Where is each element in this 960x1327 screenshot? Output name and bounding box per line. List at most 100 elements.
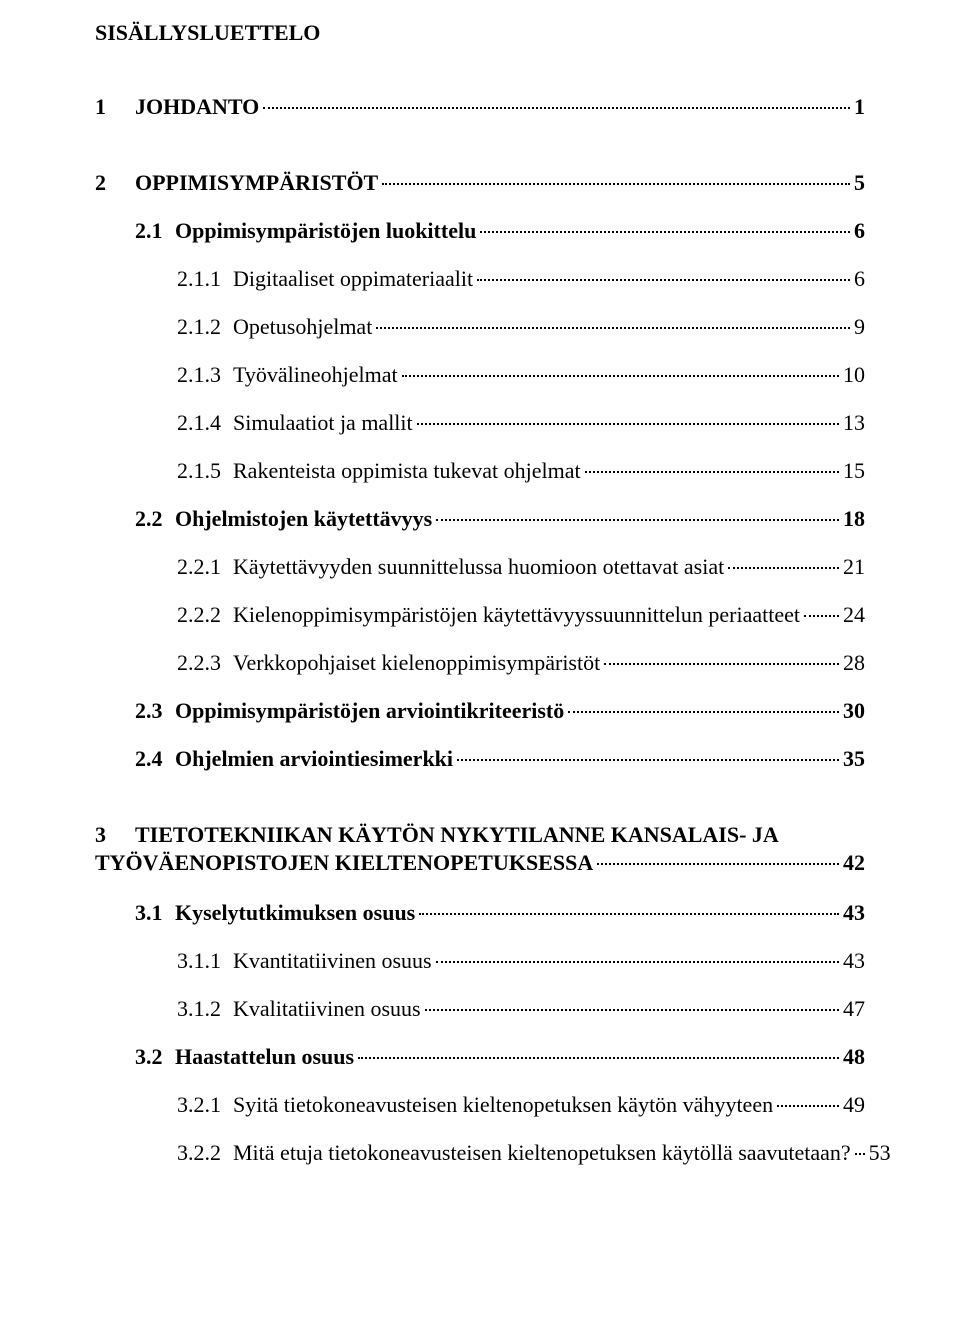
- toc-leader-dots: [425, 1009, 839, 1011]
- toc-entry-label: Työvälineohjelmat: [233, 364, 398, 386]
- toc-page-number: 28: [843, 652, 865, 674]
- toc-entry[interactable]: 2.2Ohjelmistojen käytettävyys 18: [95, 508, 865, 530]
- toc-entry-number: 2.2.3: [177, 652, 233, 674]
- section-gap: [95, 796, 865, 824]
- toc-leader-dots: [597, 863, 839, 865]
- toc-entry-number: 3.1.2: [177, 998, 233, 1020]
- toc-entry-label: Verkkopohjaiset kielenoppimisympäristöt: [233, 652, 600, 674]
- toc-entry-number: 2.2.1: [177, 556, 233, 578]
- table-of-contents: 1JOHDANTO12OPPIMISYMPÄRISTÖT52.1Oppimisy…: [95, 96, 865, 1164]
- toc-entry-label: Kvalitatiivinen osuus: [233, 998, 421, 1020]
- toc-entry[interactable]: 3.2.2Mitä etuja tietokoneavusteisen kiel…: [95, 1142, 865, 1164]
- toc-entry-number: 2.1.5: [177, 460, 233, 482]
- toc-entry[interactable]: 2.2.1Käytettävyyden suunnittelussa huomi…: [95, 556, 865, 578]
- toc-entry[interactable]: 3TIETOTEKNIIKAN KÄYTÖN NYKYTILANNE KANSA…: [95, 824, 865, 846]
- toc-entry-label: Ohjelmien arviointiesimerkki: [175, 748, 453, 770]
- toc-leader-dots: [804, 615, 839, 617]
- toc-entry[interactable]: 2.1.2Opetusohjelmat9: [95, 316, 865, 338]
- toc-entry-number: 2.3: [135, 700, 175, 722]
- toc-entry[interactable]: 3.1Kyselytutkimuksen osuus 43: [95, 902, 865, 924]
- toc-entry-label: Rakenteista oppimista tukevat ohjelmat: [233, 460, 581, 482]
- toc-entry[interactable]: 3.1.2Kvalitatiivinen osuus 47: [95, 998, 865, 1020]
- toc-leader-dots: [480, 231, 850, 233]
- toc-entry-number: 1: [95, 96, 135, 118]
- toc-page-number: 48: [843, 1046, 865, 1068]
- toc-page-number: 49: [843, 1094, 865, 1116]
- toc-entry-number: 2.1: [135, 220, 175, 242]
- toc-entry-number: 3.1: [135, 902, 175, 924]
- toc-entry-label: TYÖVÄENOPISTOJEN KIELTENOPETUKSESSA: [95, 850, 593, 876]
- toc-entry-number: 3.2: [135, 1046, 175, 1068]
- toc-entry[interactable]: 2.1.5Rakenteista oppimista tukevat ohjel…: [95, 460, 865, 482]
- toc-entry-label: Kvantitatiivinen osuus: [233, 950, 432, 972]
- toc-page-number: 42: [843, 850, 865, 876]
- toc-entry-number: 2.2: [135, 508, 175, 530]
- toc-entry-label: Syitä tietokoneavusteisen kieltenopetuks…: [233, 1094, 773, 1116]
- toc-page-number: 53: [869, 1142, 891, 1164]
- toc-entry-label: Kielenoppimisympäristöjen käytettävyyssu…: [233, 604, 800, 626]
- toc-entry[interactable]: 3.2Haastattelun osuus48: [95, 1046, 865, 1068]
- toc-entry[interactable]: 2OPPIMISYMPÄRISTÖT5: [95, 172, 865, 194]
- toc-entry-label: TIETOTEKNIIKAN KÄYTÖN NYKYTILANNE KANSAL…: [135, 824, 779, 846]
- toc-entry-label: Käytettävyyden suunnittelussa huomioon o…: [233, 556, 724, 578]
- toc-leader-dots: [855, 1153, 865, 1155]
- toc-entry-continuation[interactable]: TYÖVÄENOPISTOJEN KIELTENOPETUKSESSA 42: [95, 850, 865, 876]
- toc-title: SISÄLLYSLUETTELO: [95, 20, 865, 46]
- toc-page-number: 24: [843, 604, 865, 626]
- toc-page-number: 47: [843, 998, 865, 1020]
- toc-entry[interactable]: 2.2.3Verkkopohjaiset kielenoppimisympäri…: [95, 652, 865, 674]
- toc-entry-label: JOHDANTO: [135, 96, 259, 118]
- toc-page-number: 18: [843, 508, 865, 530]
- toc-leader-dots: [457, 759, 839, 761]
- toc-entry-number: 3.2.1: [177, 1094, 233, 1116]
- toc-page-number: 21: [843, 556, 865, 578]
- toc-leader-dots: [419, 913, 839, 915]
- toc-page-number: 13: [843, 412, 865, 434]
- toc-entry-label: Opetusohjelmat: [233, 316, 372, 338]
- section-gap: [95, 144, 865, 172]
- toc-entry[interactable]: 2.1.4Simulaatiot ja mallit13: [95, 412, 865, 434]
- toc-leader-dots: [436, 961, 839, 963]
- toc-leader-dots: [417, 423, 839, 425]
- toc-entry-number: 2.1.1: [177, 268, 233, 290]
- toc-entry-number: 2: [95, 172, 135, 194]
- toc-entry[interactable]: 3.1.1Kvantitatiivinen osuus43: [95, 950, 865, 972]
- toc-page-number: 43: [843, 902, 865, 924]
- toc-leader-dots: [477, 279, 850, 281]
- toc-entry-label: Kyselytutkimuksen osuus: [175, 902, 415, 924]
- toc-leader-dots: [604, 663, 839, 665]
- toc-entry[interactable]: 2.1.3Työvälineohjelmat 10: [95, 364, 865, 386]
- toc-entry[interactable]: 3.2.1Syitä tietokoneavusteisen kieltenop…: [95, 1094, 865, 1116]
- toc-entry-label: Simulaatiot ja mallit: [233, 412, 413, 434]
- toc-leader-dots: [402, 375, 839, 377]
- toc-leader-dots: [568, 711, 839, 713]
- toc-entry-number: 2.1.3: [177, 364, 233, 386]
- toc-entry[interactable]: 2.2.2Kielenoppimisympäristöjen käytettäv…: [95, 604, 865, 626]
- toc-page-number: 30: [843, 700, 865, 722]
- toc-leader-dots: [358, 1057, 839, 1059]
- toc-leader-dots: [728, 567, 839, 569]
- toc-leader-dots: [376, 327, 850, 329]
- toc-entry-label: Digitaaliset oppimateriaalit: [233, 268, 473, 290]
- toc-entry-label: Ohjelmistojen käytettävyys: [175, 508, 432, 530]
- toc-entry-number: 2.4: [135, 748, 175, 770]
- toc-leader-dots: [436, 519, 839, 521]
- toc-page-number: 1: [854, 96, 865, 118]
- toc-entry-label: Mitä etuja tietokoneavusteisen kieltenop…: [233, 1142, 851, 1164]
- toc-entry-number: 2.2.2: [177, 604, 233, 626]
- toc-page-number: 10: [843, 364, 865, 386]
- toc-entry-number: 3.2.2: [177, 1142, 233, 1164]
- toc-entry[interactable]: 2.4Ohjelmien arviointiesimerkki 35: [95, 748, 865, 770]
- toc-entry[interactable]: 1JOHDANTO1: [95, 96, 865, 118]
- toc-page-number: 15: [843, 460, 865, 482]
- toc-leader-dots: [777, 1105, 839, 1107]
- toc-page-number: 35: [843, 748, 865, 770]
- toc-leader-dots: [382, 183, 850, 185]
- toc-page-number: 6: [854, 268, 865, 290]
- toc-page-number: 9: [854, 316, 865, 338]
- toc-entry-number: 3.1.1: [177, 950, 233, 972]
- toc-entry[interactable]: 2.1.1Digitaaliset oppimateriaalit 6: [95, 268, 865, 290]
- toc-leader-dots: [263, 107, 850, 109]
- toc-entry[interactable]: 2.1Oppimisympäristöjen luokittelu6: [95, 220, 865, 242]
- toc-entry[interactable]: 2.3Oppimisympäristöjen arviointikriteeri…: [95, 700, 865, 722]
